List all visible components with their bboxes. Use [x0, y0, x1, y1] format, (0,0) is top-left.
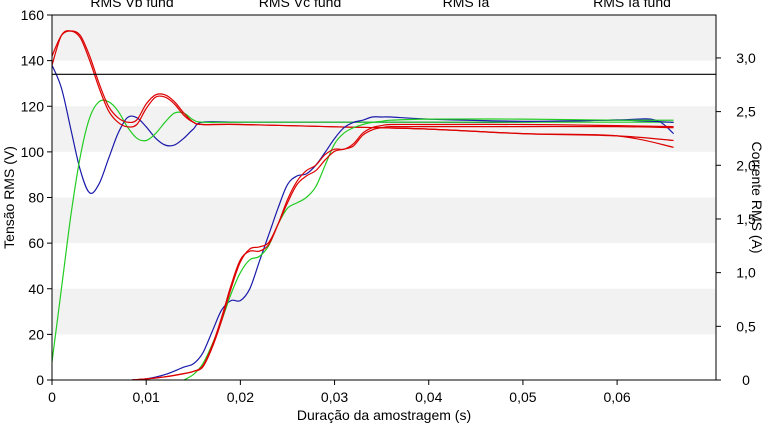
x-tick-label: 0,01: [133, 389, 160, 405]
right-tick-label: 1,0: [736, 265, 756, 281]
x-tick-label: 0,02: [227, 389, 254, 405]
right-tick-label: 2,0: [736, 157, 756, 173]
left-tick-label: 60: [28, 235, 44, 251]
x-tick-label: 0,04: [415, 389, 442, 405]
x-tick-label: 0,05: [509, 389, 536, 405]
x-tick-label: 0,06: [603, 389, 630, 405]
legend-item: RMS Ia: [443, 0, 490, 10]
right-axis-label: Corrente RMS (A): [749, 141, 763, 253]
series-line-green-right-6: [183, 118, 674, 380]
series-line-red-right-7: [132, 125, 674, 380]
x-tick-label: 0,03: [321, 389, 348, 405]
grid-band: [52, 197, 716, 244]
legend-item: RMS Ia fund: [593, 0, 671, 10]
series-line-red-right-8: [132, 123, 674, 380]
right-tick-label: 0: [742, 372, 750, 388]
left-tick-label: 140: [21, 53, 45, 69]
left-tick-label: 100: [21, 144, 45, 160]
left-tick-label: 20: [28, 326, 44, 342]
grid-bands: [52, 15, 716, 335]
left-tick-label: 0: [36, 372, 44, 388]
left-axis-label: Tensão RMS (V): [1, 146, 17, 249]
series-line-blue-right-5: [132, 116, 674, 380]
right-tick-label: 2,5: [736, 104, 756, 120]
grid-band: [52, 15, 716, 61]
right-tick-label: 1,5: [736, 211, 756, 227]
x-axis-label: Duração da amostragem (s): [297, 407, 471, 423]
x-tick-label: 0: [48, 389, 56, 405]
right-tick-label: 0,5: [736, 318, 756, 334]
legend: RMS Vb fund RMS Vc fund RMS Ia RMS Ia fund: [90, 0, 671, 10]
x-axis: 0 0,01 0,02 0,03 0,04 0,05 0,06: [48, 380, 631, 405]
right-axis: 0 0,5 1,0 1,5 2,0 2,5 3,0: [716, 50, 756, 388]
left-tick-label: 120: [21, 98, 45, 114]
grid-band: [52, 288, 716, 335]
legend-item: RMS Vc fund: [259, 0, 341, 10]
right-tick-label: 3,0: [736, 50, 756, 66]
series-layer: [52, 30, 716, 380]
legend-item: RMS Vb fund: [90, 0, 173, 10]
left-tick-label: 80: [28, 190, 44, 206]
series-line-green-left-1: [52, 99, 674, 362]
left-tick-label: 160: [21, 7, 45, 23]
left-axis: 0 20 40 60 80 100 120 140 160: [21, 7, 52, 388]
series-line-red-left-3: [52, 30, 674, 148]
grid-band: [52, 106, 716, 152]
left-tick-label: 40: [28, 281, 44, 297]
